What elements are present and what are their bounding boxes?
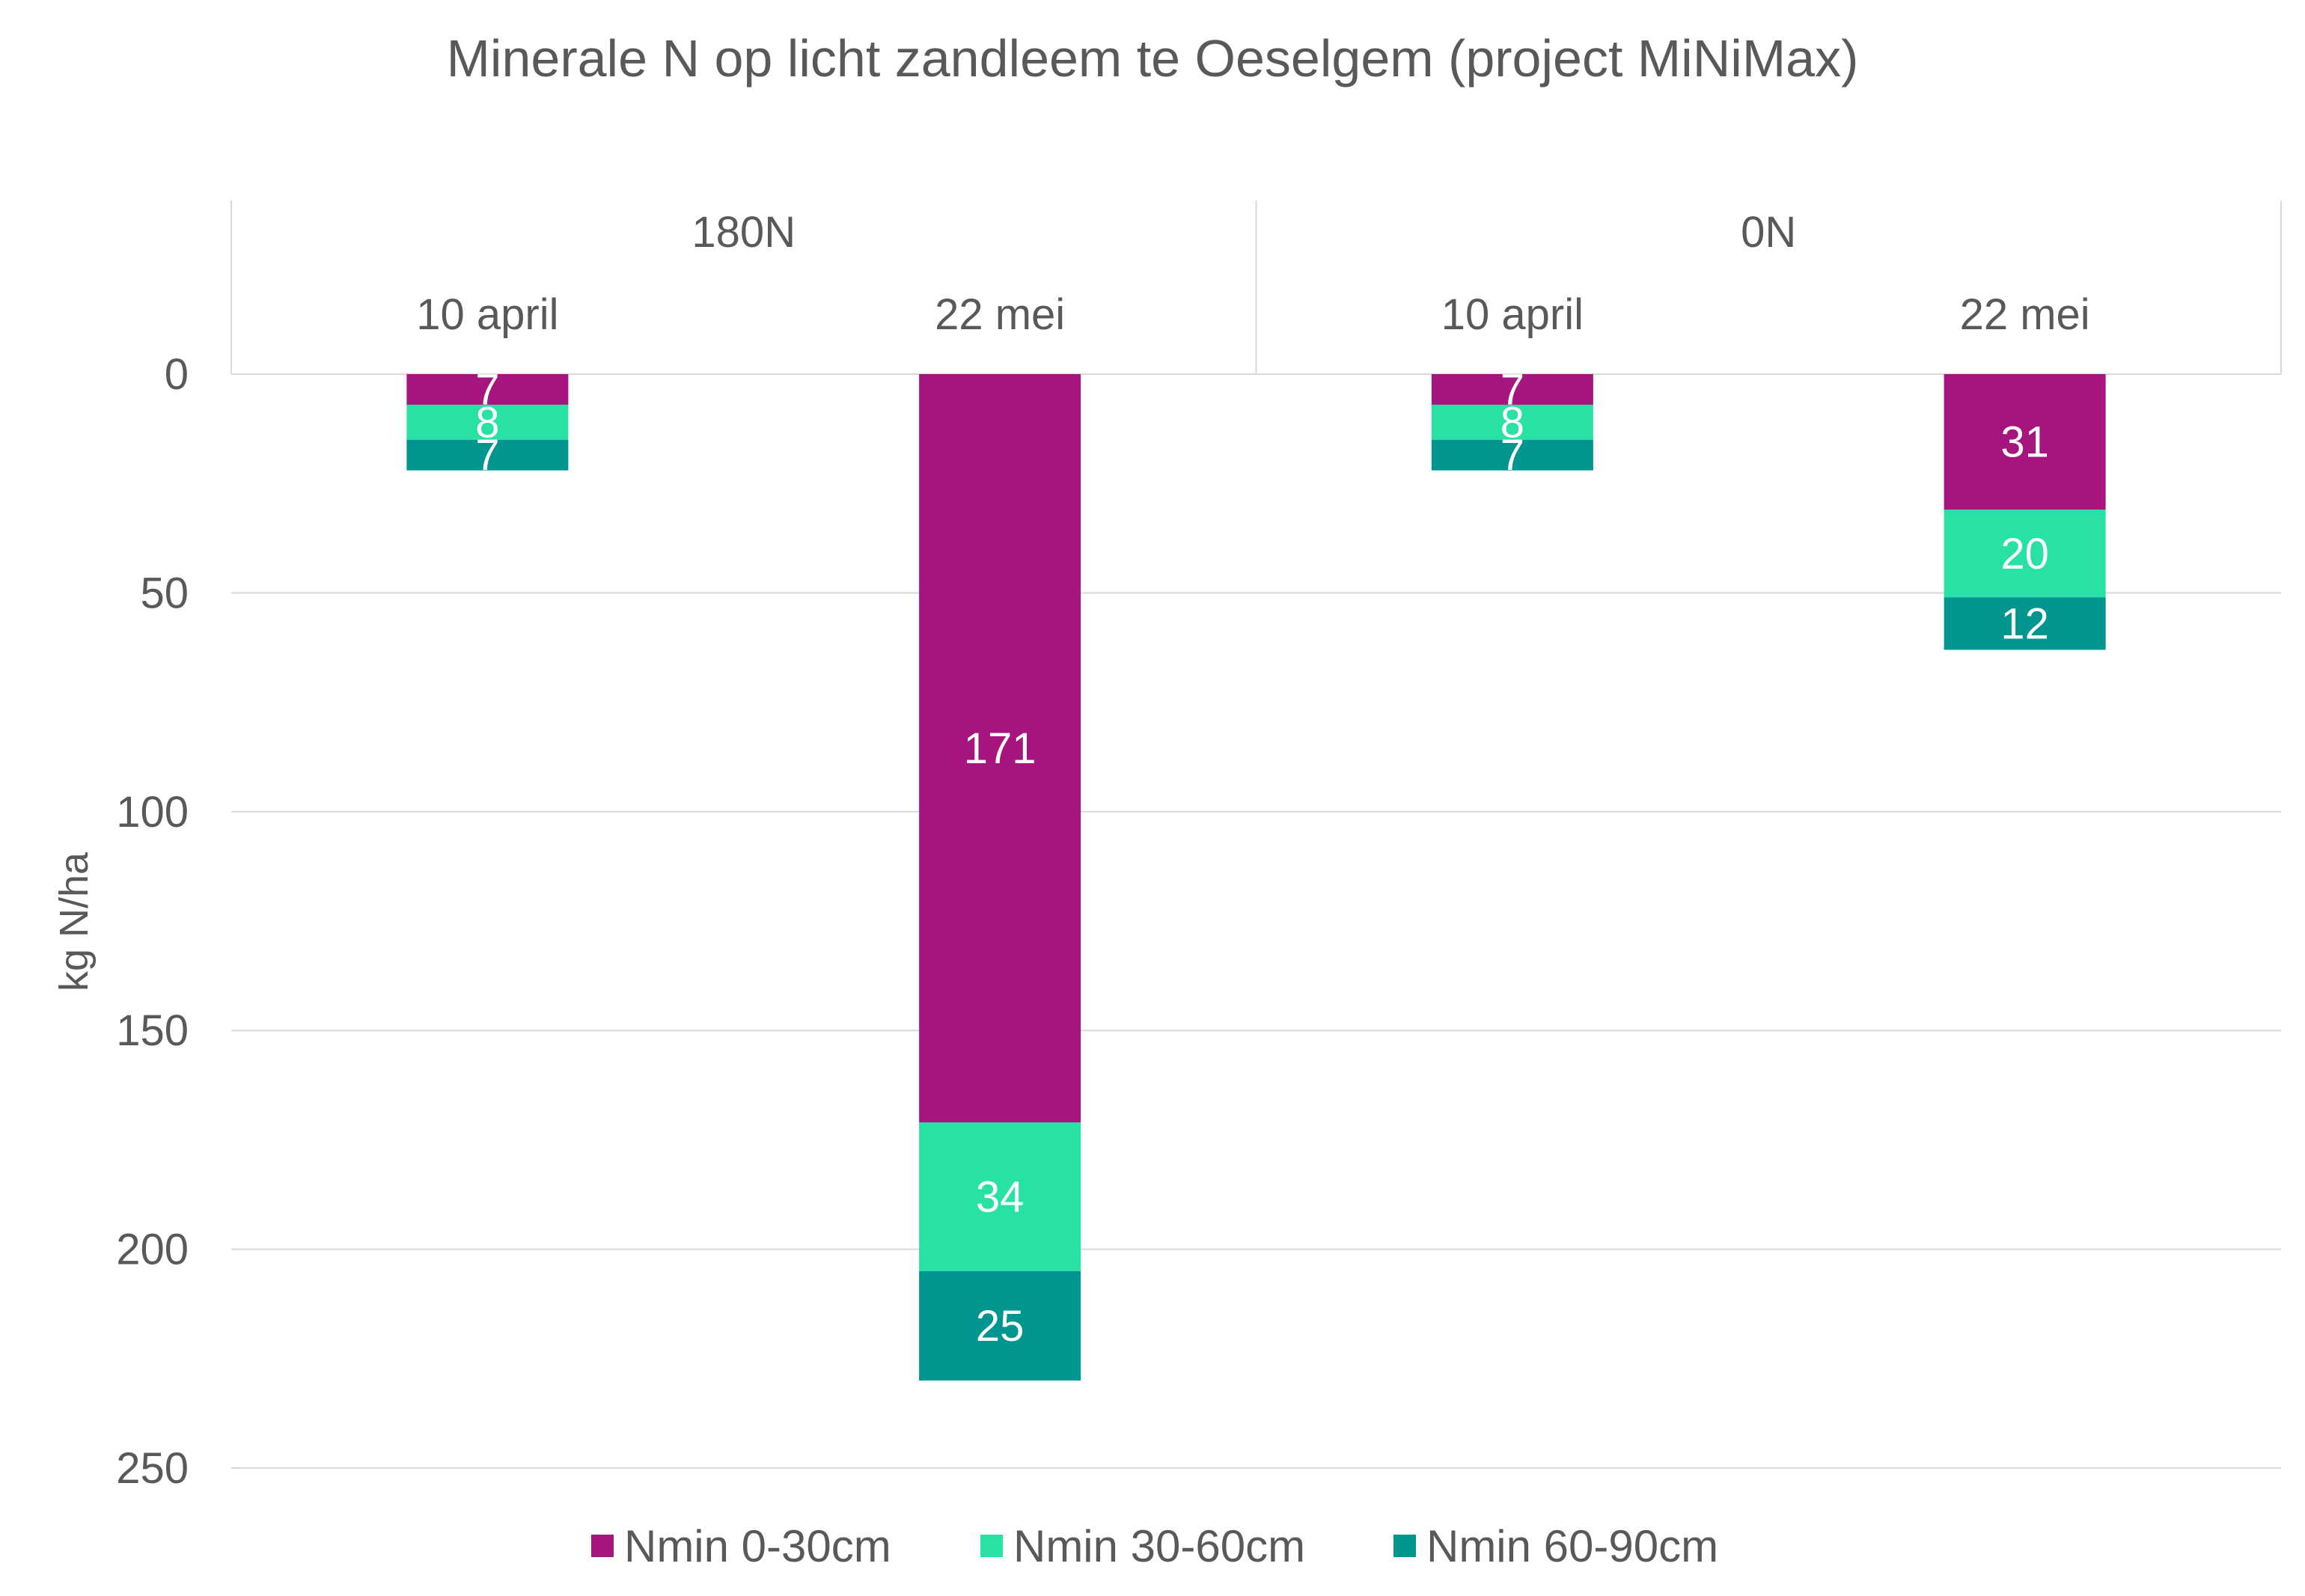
bar-segment: [1944, 374, 2106, 510]
category-label: 10 april: [1441, 290, 1584, 339]
y-tick-label: 50: [140, 569, 189, 617]
bar-segment: [919, 1122, 1081, 1271]
group-label: 0N: [1741, 208, 1796, 257]
bar-segment: [1944, 510, 2106, 598]
y-tick-label: 0: [165, 350, 189, 399]
bar-segment: [1431, 374, 1593, 405]
data-label: 8: [475, 398, 499, 447]
bar-segment: [1944, 597, 2106, 650]
legend-label: Nmin 30-60cm: [1013, 1521, 1305, 1571]
legend-swatch: [1393, 1535, 1416, 1557]
data-label: 34: [976, 1172, 1025, 1221]
bar-segment: [406, 404, 569, 440]
bar-segment: [919, 1271, 1081, 1381]
data-label: 25: [976, 1302, 1025, 1351]
y-axis-title: kg N/ha: [52, 851, 97, 991]
y-axis: 0 50 100 150 200 250: [116, 350, 189, 1493]
bar-segment: [1431, 404, 1593, 440]
data-label: 8: [1500, 398, 1524, 447]
group-label: 180N: [692, 208, 796, 257]
chart-title: Minerale N op licht zandleem te Oeselgem…: [447, 29, 1859, 88]
bar-segment: [1431, 439, 1593, 471]
y-tick-label: 150: [116, 1006, 189, 1055]
data-label: 171: [964, 724, 1037, 773]
bar-segment: [406, 374, 569, 405]
legend: Nmin 0-30cm Nmin 30-60cm Nmin 60-90cm: [591, 1521, 1718, 1571]
category-label: 22 mei: [935, 290, 1065, 339]
data-label: 20: [2000, 530, 2049, 578]
data-label: 7: [1500, 431, 1524, 480]
legend-swatch: [591, 1535, 614, 1557]
gridlines: [231, 592, 2281, 1469]
bar-segment: [919, 374, 1081, 1123]
data-label: 7: [475, 431, 499, 480]
legend-swatch: [980, 1535, 1003, 1557]
y-tick-label: 250: [116, 1444, 189, 1493]
category-label: 10 april: [416, 290, 558, 339]
y-tick-label: 100: [116, 788, 189, 837]
data-label: 31: [2000, 418, 2049, 467]
legend-label: Nmin 60-90cm: [1426, 1521, 1718, 1571]
data-label: 12: [2000, 599, 2049, 648]
bar-segment: [406, 439, 569, 471]
y-tick-label: 200: [116, 1226, 189, 1274]
legend-label: Nmin 0-30cm: [624, 1521, 891, 1571]
category-label: 22 mei: [1960, 290, 2090, 339]
category-header: 180N 0N 10 april 22 mei 10 april 22 mei: [230, 201, 2282, 375]
